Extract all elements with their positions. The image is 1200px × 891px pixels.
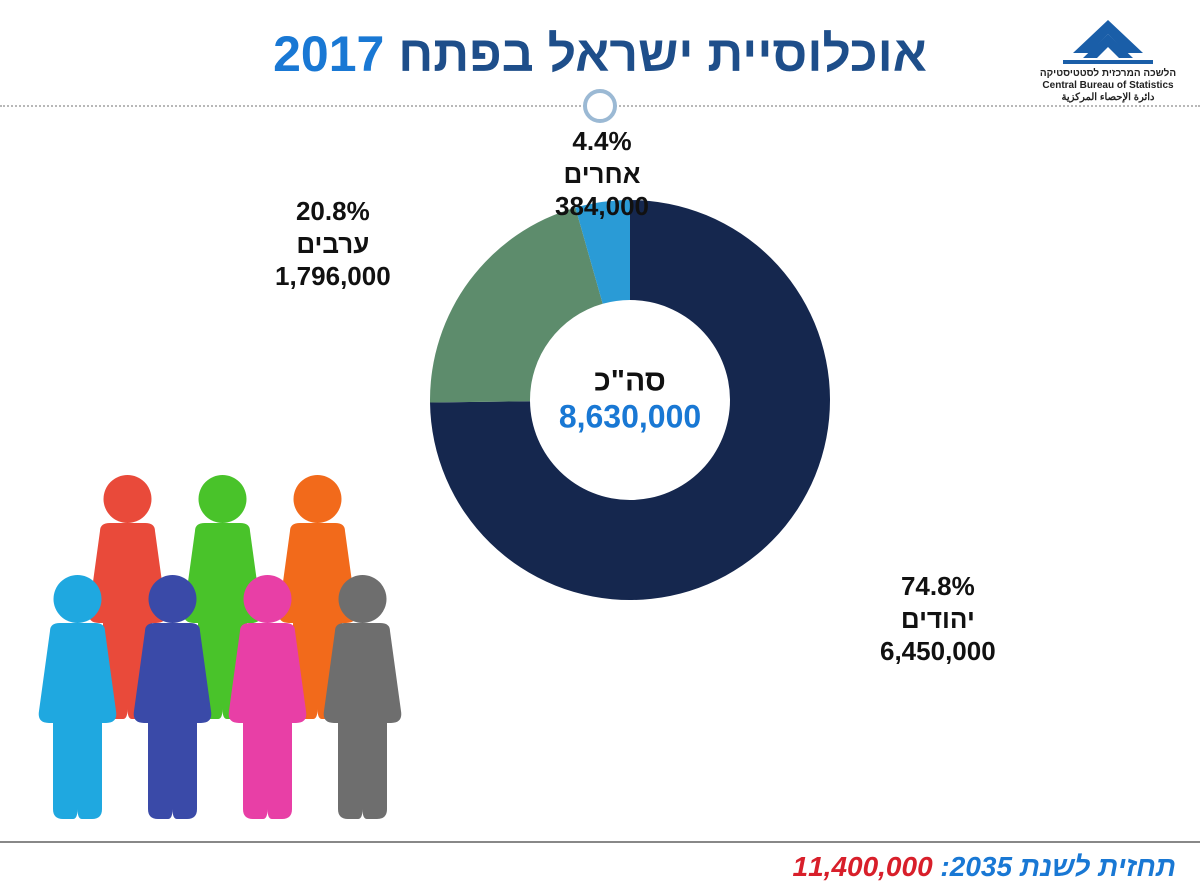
person-icon <box>30 571 125 821</box>
logo-line-2: Central Bureau of Statistics <box>1028 80 1188 92</box>
title-year: 2017 <box>273 26 384 82</box>
forecast-label: תחזית לשנת 2035: <box>933 851 1176 882</box>
arabs-pct: 20.8% <box>275 195 391 228</box>
donut-center: סה"כ 8,630,000 <box>559 365 701 436</box>
person-icon <box>315 571 410 821</box>
donut-center-value: 8,630,000 <box>559 399 701 436</box>
logo-line-1: הלשכה המרכזית לסטטיסטיקה <box>1028 68 1188 80</box>
people-illustration <box>20 456 420 836</box>
footer-forecast: תחזית לשנת 2035: 11,400,000 <box>0 841 1200 891</box>
jews-name: יהודים <box>880 603 996 636</box>
donut-center-label: סה"כ <box>559 365 701 399</box>
logo-line-3: دائرة الإحصاء المركزية <box>1028 92 1188 104</box>
title-text: אוכלוסיית ישראל בפתח <box>384 26 927 82</box>
page-title: אוכלוסיית ישראל בפתח 2017 <box>0 25 1200 83</box>
cbs-logo: הלשכה המרכזית לסטטיסטיקה Central Bureau … <box>1028 8 1188 104</box>
slice-label-others: 4.4% אחרים 384,000 <box>555 125 649 223</box>
header-ring-ornament <box>583 89 617 123</box>
others-pct: 4.4% <box>555 125 649 158</box>
arabs-name: ערבים <box>275 228 391 261</box>
slice-label-arabs: 20.8% ערבים 1,796,000 <box>275 195 391 293</box>
slice-label-jews: 74.8% יהודים 6,450,000 <box>880 570 996 668</box>
person-icon <box>220 571 315 821</box>
person-icon <box>125 571 220 821</box>
others-value: 384,000 <box>555 190 649 223</box>
logo-icon <box>1053 8 1163 68</box>
others-name: אחרים <box>555 158 649 191</box>
jews-value: 6,450,000 <box>880 635 996 668</box>
arabs-value: 1,796,000 <box>275 260 391 293</box>
header: אוכלוסיית ישראל בפתח 2017 הלשכה המרכזית … <box>0 0 1200 130</box>
forecast-value: 11,400,000 <box>793 851 933 882</box>
population-donut-chart: סה"כ 8,630,000 <box>430 200 830 600</box>
jews-pct: 74.8% <box>880 570 996 603</box>
